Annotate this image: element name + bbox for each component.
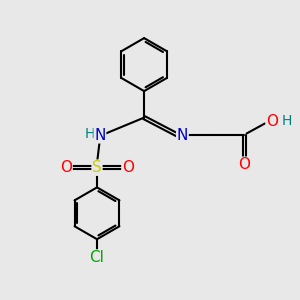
Text: S: S bbox=[92, 160, 102, 175]
Text: O: O bbox=[238, 157, 250, 172]
Text: N: N bbox=[94, 128, 106, 143]
Text: O: O bbox=[266, 114, 278, 129]
Text: H: H bbox=[85, 127, 95, 141]
Text: O: O bbox=[122, 160, 134, 175]
Text: O: O bbox=[60, 160, 72, 175]
Text: H: H bbox=[281, 114, 292, 128]
Text: N: N bbox=[177, 128, 188, 143]
Text: Cl: Cl bbox=[90, 250, 104, 265]
